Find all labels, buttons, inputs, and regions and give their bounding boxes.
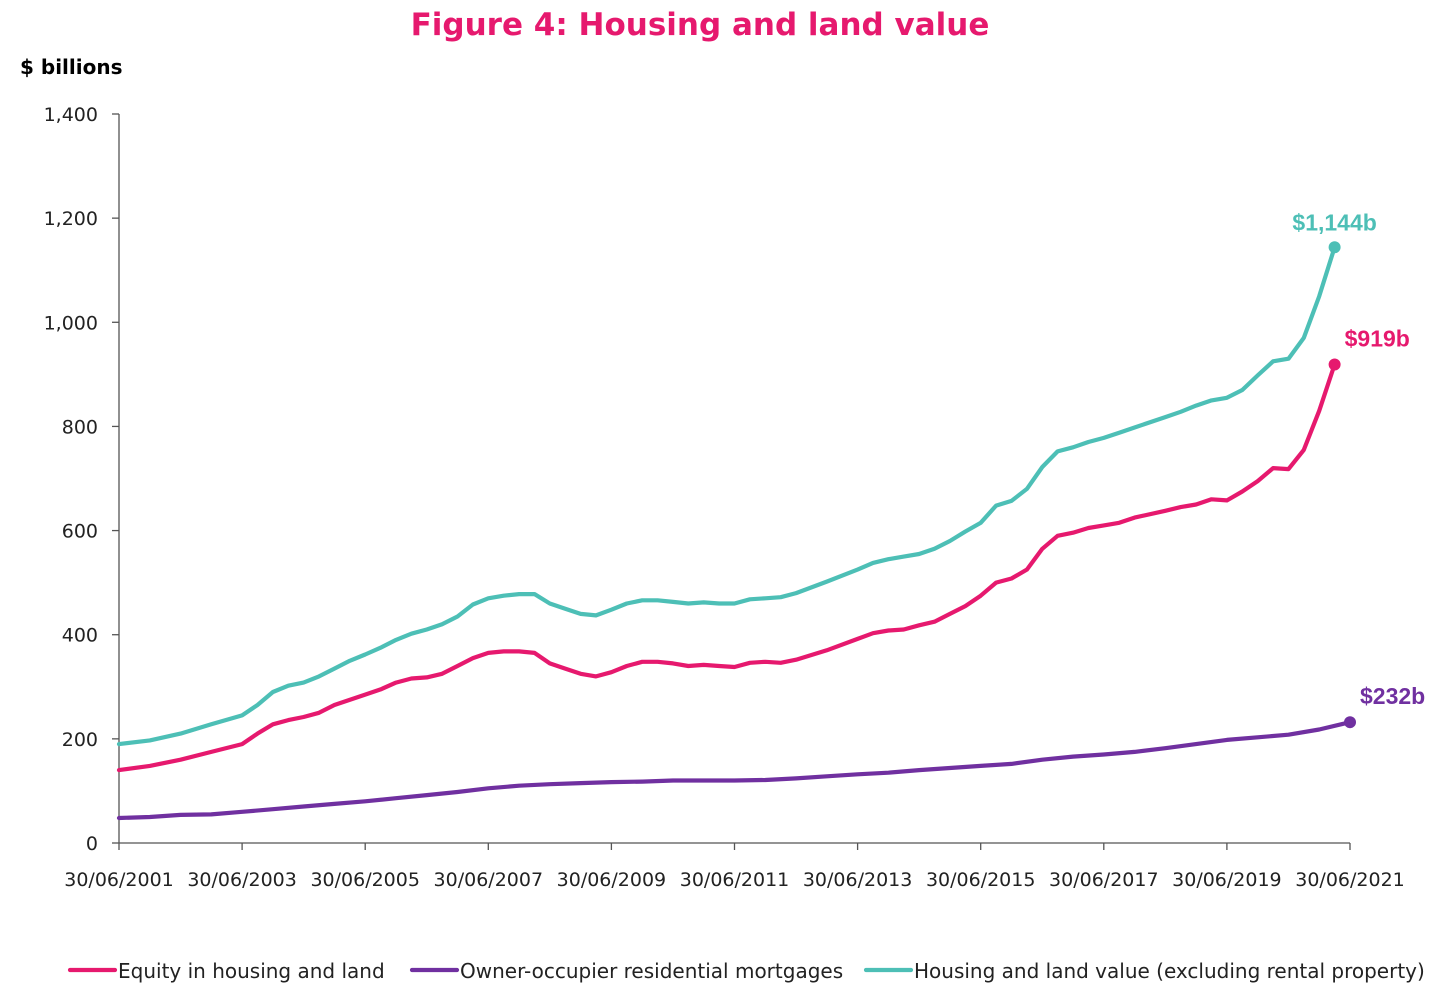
series-line-equity [116,362,1337,773]
series-line-mortgages [116,720,1353,821]
x-tick-label: 30/06/2021 [1295,869,1405,891]
chart-title: Figure 4: Housing and land value [411,7,990,43]
legend-label-mortgages: Owner-occupier residential mortgages [460,959,843,983]
legend-label-value: Housing and land value (excluding rental… [914,959,1425,983]
legend: Equity in housing and land Owner-occupier… [67,959,1425,983]
end-markers: $919b $232b $1,144b [1292,209,1425,729]
y-axis-label: $ billions [20,55,123,79]
x-tick-label: 30/06/2003 [187,869,297,891]
series-lines [116,245,1353,821]
y-tick-label: 800 [62,416,98,438]
x-tick-label: 30/06/2019 [1172,869,1282,891]
x-tick-label: 30/06/2013 [803,869,913,891]
axes [118,114,1350,844]
y-tick-label: 0 [86,833,98,855]
x-tick-label: 30/06/2011 [680,869,790,891]
end-label-mortgages: $232b [1360,683,1425,709]
series-line-value [116,245,1337,747]
x-tick-label: 30/06/2015 [926,869,1036,891]
x-tick-label: 30/06/2001 [64,869,174,891]
legend-label-equity: Equity in housing and land [118,959,385,983]
end-label-value: $1,144b [1292,209,1376,235]
x-tick-label: 30/06/2005 [310,869,420,891]
y-tick-label: 1,400 [44,104,98,126]
x-tick-label: 30/06/2007 [434,869,544,891]
x-ticks: 30/06/2001 30/06/2003 30/06/2005 30/06/2007… [64,843,1405,891]
x-tick-label: 30/06/2009 [557,869,667,891]
end-point-mortgages [1344,716,1356,729]
x-tick-label: 30/06/2017 [1049,869,1159,891]
y-ticks: 0 200 400 600 800 1,000 1,200 1,400 [44,104,119,855]
end-label-equity: $919b [1345,325,1410,351]
end-point-value [1328,241,1341,254]
y-tick-label: 1,000 [44,312,98,334]
y-tick-label: 400 [62,625,98,647]
y-tick-label: 1,200 [44,208,98,230]
y-tick-label: 600 [62,521,98,543]
end-point-equity [1328,358,1341,371]
y-tick-label: 200 [62,729,98,751]
